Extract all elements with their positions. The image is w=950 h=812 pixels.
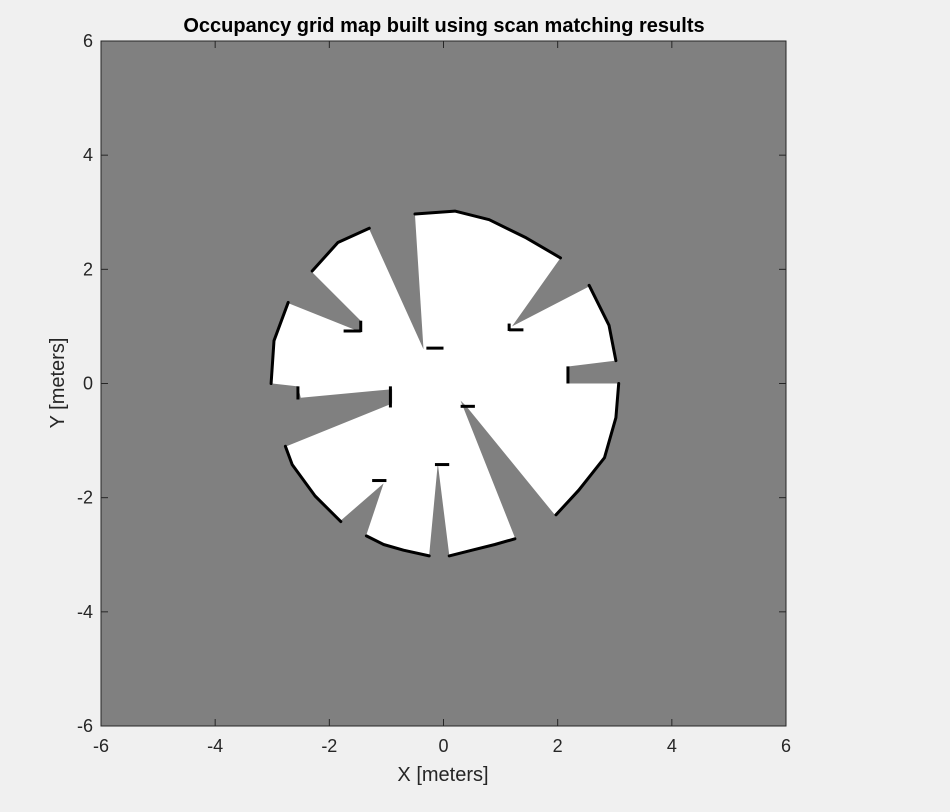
occupied-boundary-6 <box>269 300 290 385</box>
x-tick-label-5: 4 <box>667 736 677 756</box>
y-tick-label-1: 4 <box>83 145 93 165</box>
y-tick-label-5: -4 <box>77 602 93 622</box>
chart-title: Occupancy grid map built using scan matc… <box>183 15 704 37</box>
x-tick-label-0: -6 <box>93 736 109 756</box>
y-axis-ticks: 6 4 2 0 -2 -4 -6 <box>77 31 786 736</box>
y-tick-label-6: -6 <box>77 716 93 736</box>
free-space-region <box>272 212 618 555</box>
y-tick-label-0: 6 <box>83 31 93 51</box>
x-tick-label-4: 2 <box>553 736 563 756</box>
y-axis-label: Y [meters] <box>47 338 69 429</box>
occupied-boundary-5 <box>283 444 343 524</box>
x-tick-label-3: 0 <box>438 736 448 756</box>
x-tick-label-2: -2 <box>321 736 337 756</box>
x-axis-ticks: -6 -4 -2 0 2 4 6 <box>93 41 791 756</box>
x-tick-label-1: -4 <box>207 736 223 756</box>
y-tick-label-2: 2 <box>83 259 93 279</box>
occupied-boundary-7 <box>310 226 371 273</box>
x-tick-label-6: 6 <box>781 736 791 756</box>
occupancy-map <box>269 209 621 558</box>
occupied-boundary-1 <box>587 283 618 363</box>
x-axis-label: X [meters] <box>397 764 488 786</box>
plot-axes: -6 -4 -2 0 2 4 6 6 4 2 0 -2 -4 -6 <box>77 31 791 756</box>
y-tick-label-4: -2 <box>77 488 93 508</box>
occupied-boundary-2 <box>554 382 621 517</box>
occupied-boundary-0 <box>413 209 562 260</box>
occupied-boundary-3 <box>447 537 517 558</box>
occupied-boundary-4 <box>364 534 431 558</box>
y-tick-label-3: 0 <box>83 374 93 394</box>
